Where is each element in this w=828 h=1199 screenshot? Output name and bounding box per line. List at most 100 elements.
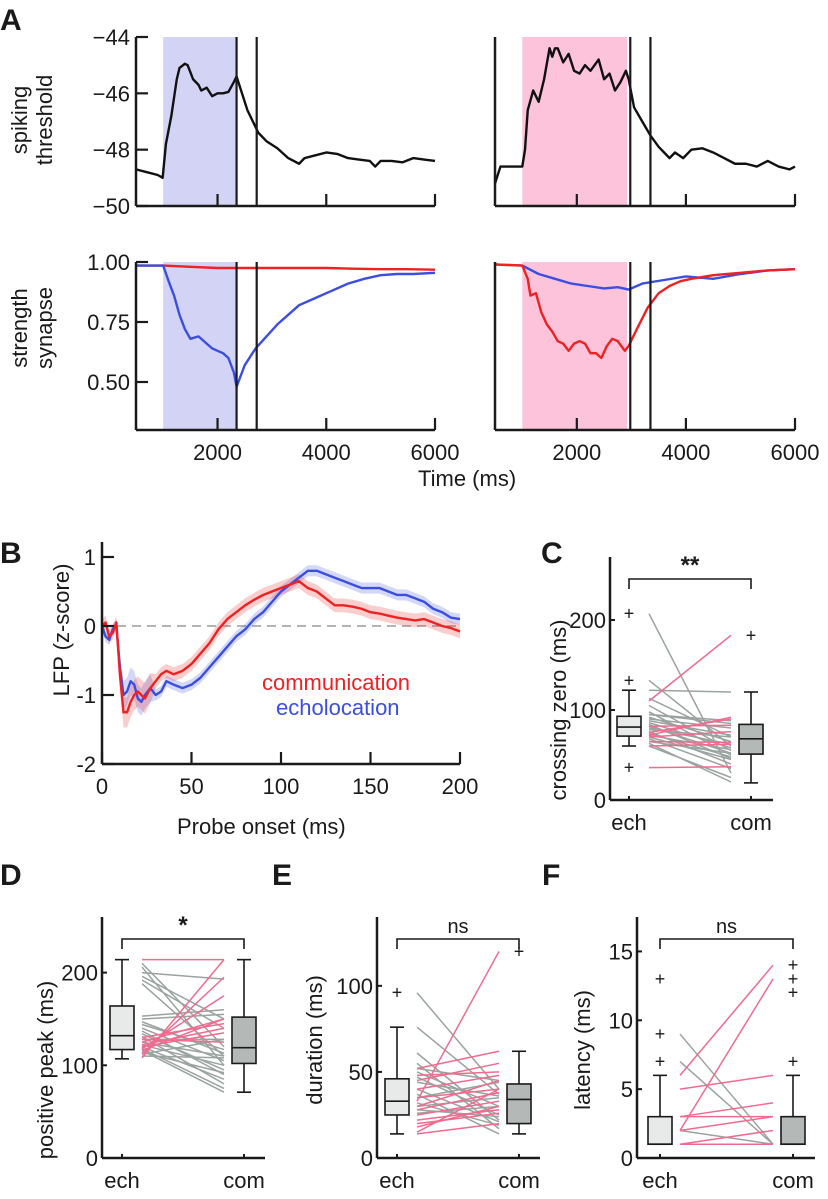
series-line-communication-synapse xyxy=(494,263,796,360)
sem-band-echolocation xyxy=(102,565,460,716)
box-iqr xyxy=(231,1016,257,1065)
box-iqr xyxy=(109,1005,135,1051)
series-line-communication-synapse xyxy=(136,264,436,271)
c-ylabel: crossing zero (ms) xyxy=(546,620,571,801)
b-legend-communication: communication xyxy=(262,670,410,695)
y-tick-label: 0 xyxy=(86,1146,98,1171)
paired-line-pink xyxy=(648,740,732,744)
outlier-marker: + xyxy=(788,1052,799,1072)
y-tick-label: 0 xyxy=(361,1146,373,1171)
paired-line-pink xyxy=(416,1071,500,1077)
stimulus-shade xyxy=(163,262,237,430)
paired-line-pink xyxy=(679,1102,774,1118)
paired-line-gray xyxy=(416,1067,500,1082)
stimulus-shade xyxy=(522,262,627,430)
series-line-threshold xyxy=(135,62,436,180)
paired-line-gray xyxy=(141,979,225,1029)
y-tick-label: 200 xyxy=(569,608,606,633)
paired-line-pink xyxy=(141,976,225,1055)
paired-line-gray xyxy=(648,740,732,754)
box-ech xyxy=(109,958,135,1060)
paired-line-pink xyxy=(679,964,774,1076)
paired-line-pink xyxy=(416,1091,500,1111)
y-tick-label: −48 xyxy=(93,138,130,163)
paired-line-pink xyxy=(679,1115,774,1132)
paired-line-pink xyxy=(648,730,732,738)
y-tick-label: 5 xyxy=(621,1077,633,1102)
paired-line-gray xyxy=(141,962,225,1048)
paired-line-gray xyxy=(416,1081,500,1097)
paired-line-pink xyxy=(141,1022,225,1039)
y-tick-label: 10 xyxy=(609,1008,633,1033)
x-tick-label: 6000 xyxy=(771,440,820,465)
x-tick-label-ech: ech xyxy=(379,1168,414,1193)
panel-letter-c: C xyxy=(541,537,563,570)
paired-line-pink xyxy=(648,765,732,769)
y-tick-label: 100 xyxy=(336,974,373,999)
paired-line-gray xyxy=(141,975,225,1020)
x-tick-label: 150 xyxy=(352,774,389,799)
chart-a-bottom-right: 2000 4000 6000 xyxy=(493,262,820,465)
paired-line-pink xyxy=(679,978,774,1131)
panel-letter-f: F xyxy=(542,859,560,892)
y-tick-label: −46 xyxy=(93,81,130,106)
series-line-echolocation xyxy=(100,569,461,704)
paired-line-pink xyxy=(416,1050,500,1070)
paired-line-pink xyxy=(416,1112,500,1125)
chart-b: 10-1-20 50 100 150 200 xyxy=(76,542,478,799)
x-tick-label: 50 xyxy=(179,774,203,799)
paired-line-gray xyxy=(141,983,225,1057)
y-tick-label: 0.75 xyxy=(87,310,130,335)
series-line-communication xyxy=(101,579,461,714)
x-tick-label-ech: ech xyxy=(611,810,646,835)
b-legend-echolocation: echolocation xyxy=(276,695,400,720)
paired-line-gray xyxy=(648,718,732,729)
box-ech: + + + xyxy=(647,969,673,1146)
y-tick-label: 50 xyxy=(349,1060,373,1085)
x-tick-label-com: com xyxy=(498,1168,540,1193)
paired-line-gray xyxy=(141,971,225,980)
y-tick-label: 200 xyxy=(61,961,98,986)
box-ech: + + + xyxy=(616,604,642,778)
paired-line-pink xyxy=(648,634,732,702)
paired-line-gray xyxy=(141,1055,225,1059)
x-tick-label-ech: ech xyxy=(104,1168,139,1193)
outlier-marker: + xyxy=(392,983,403,1003)
x-tick-label-com: com xyxy=(772,1168,814,1193)
y-tick-label: 0 xyxy=(621,1146,633,1171)
outlier-marker: + xyxy=(624,670,635,690)
paired-line-pink xyxy=(416,1062,500,1082)
significance-bracket xyxy=(659,938,794,949)
outlier-marker: + xyxy=(655,969,666,989)
chart-a-top-right xyxy=(493,37,797,208)
y-tick-label: 0 xyxy=(594,788,606,813)
paired-line-gray xyxy=(141,1008,225,1017)
paired-line-pink xyxy=(416,1105,500,1128)
a-bottom-ylabel-line2: synapse xyxy=(32,287,57,369)
paired-line-pink xyxy=(416,1074,500,1090)
e-ylabel: duration (ms) xyxy=(302,975,327,1105)
significance-bracket xyxy=(628,578,752,589)
d-ylabel: positive peak (ms) xyxy=(33,981,58,1160)
a-xlabel: Time (ms) xyxy=(418,466,516,491)
x-tick-label-ech: ech xyxy=(642,1168,677,1193)
outlier-marker: + xyxy=(746,625,757,645)
y-tick-label: −44 xyxy=(93,25,130,50)
paired-line-pink xyxy=(416,951,500,1102)
a-top-ylabel-line1: spiking xyxy=(7,86,32,154)
significance-label: ns xyxy=(716,916,737,938)
box-ech: + xyxy=(384,983,410,1135)
paired-line-pink xyxy=(648,718,732,734)
paired-line-pink xyxy=(416,1100,500,1116)
panel-letter-e: E xyxy=(272,859,292,892)
panel-letter-a: A xyxy=(0,4,22,37)
box-iqr xyxy=(384,1078,410,1116)
paired-line-gray xyxy=(648,745,732,779)
significance-label: ns xyxy=(447,916,468,938)
y-tick-label: 15 xyxy=(609,939,633,964)
x-tick-label: 4000 xyxy=(661,440,710,465)
chart-a-bottom-left: 1.00 0.75 0.50 2000 4000 6000 xyxy=(87,250,459,465)
